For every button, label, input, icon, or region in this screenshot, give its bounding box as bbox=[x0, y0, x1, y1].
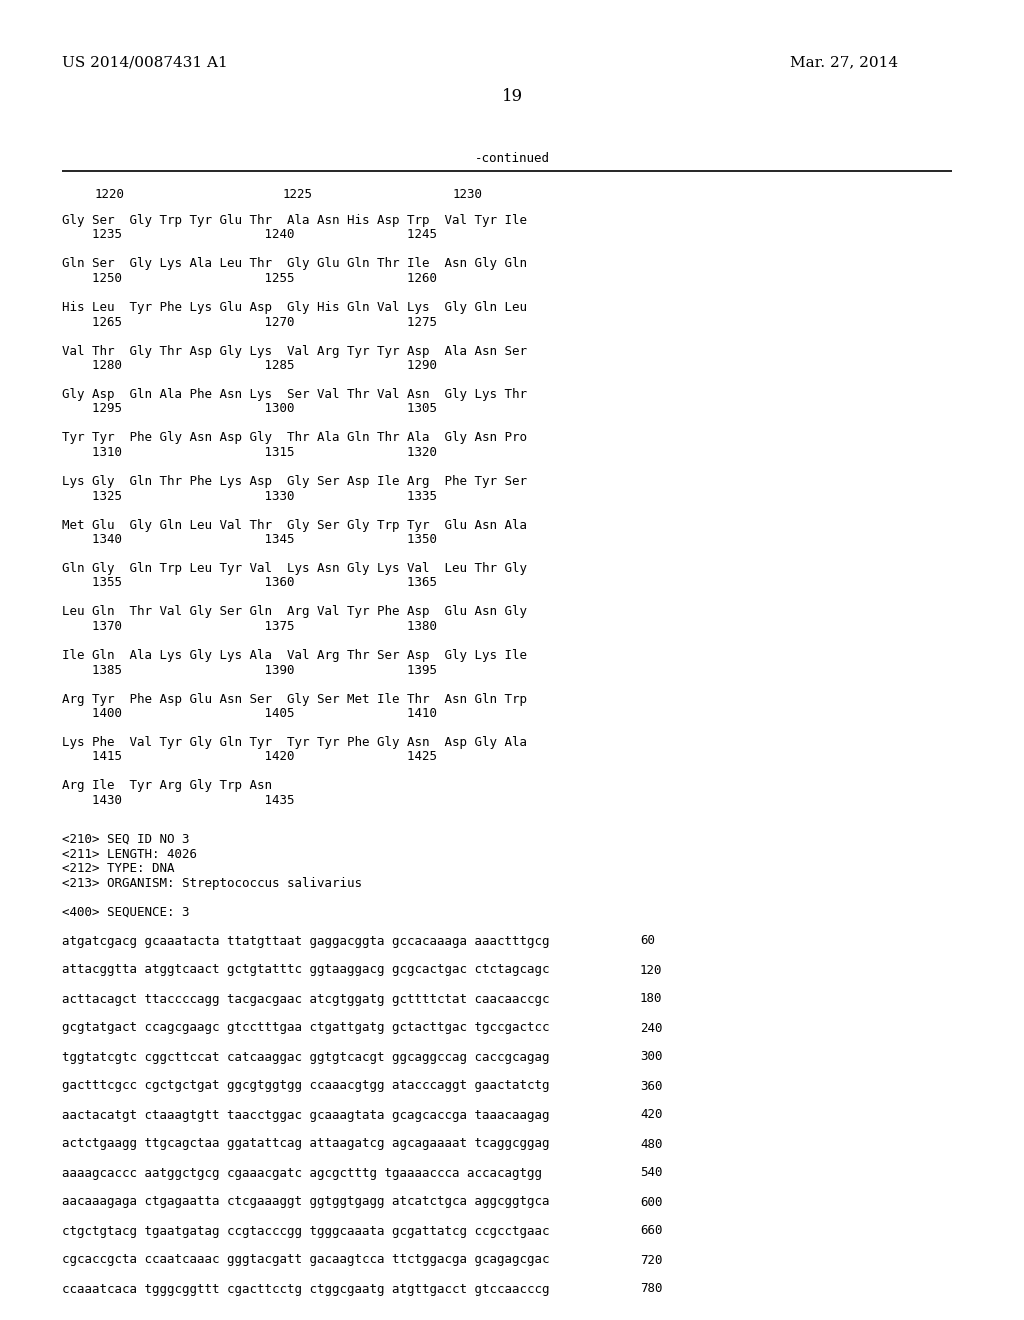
Text: actctgaagg ttgcagctaa ggatattcag attaagatcg agcagaaaat tcaggcggag: actctgaagg ttgcagctaa ggatattcag attaaga… bbox=[62, 1138, 550, 1151]
Text: Met Glu  Gly Gln Leu Val Thr  Gly Ser Gly Trp Tyr  Glu Asn Ala: Met Glu Gly Gln Leu Val Thr Gly Ser Gly … bbox=[62, 519, 527, 532]
Text: 19: 19 bbox=[502, 88, 522, 106]
Text: attacggtta atggtcaact gctgtatttc ggtaaggacg gcgcactgac ctctagcagc: attacggtta atggtcaact gctgtatttc ggtaagg… bbox=[62, 964, 550, 977]
Text: Tyr Tyr  Phe Gly Asn Asp Gly  Thr Ala Gln Thr Ala  Gly Asn Pro: Tyr Tyr Phe Gly Asn Asp Gly Thr Ala Gln … bbox=[62, 432, 527, 445]
Text: gactttcgcc cgctgctgat ggcgtggtgg ccaaacgtgg atacccaggt gaactatctg: gactttcgcc cgctgctgat ggcgtggtgg ccaaacg… bbox=[62, 1080, 550, 1093]
Text: Mar. 27, 2014: Mar. 27, 2014 bbox=[790, 55, 898, 69]
Text: 1280                   1285               1290: 1280 1285 1290 bbox=[62, 359, 437, 372]
Text: Gly Asp  Gln Ala Phe Asn Lys  Ser Val Thr Val Asn  Gly Lys Thr: Gly Asp Gln Ala Phe Asn Lys Ser Val Thr … bbox=[62, 388, 527, 401]
Text: <210> SEQ ID NO 3: <210> SEQ ID NO 3 bbox=[62, 833, 189, 846]
Text: 240: 240 bbox=[640, 1022, 663, 1035]
Text: Ile Gln  Ala Lys Gly Lys Ala  Val Arg Thr Ser Asp  Gly Lys Ile: Ile Gln Ala Lys Gly Lys Ala Val Arg Thr … bbox=[62, 649, 527, 663]
Text: 180: 180 bbox=[640, 993, 663, 1006]
Text: Gly Ser  Gly Trp Tyr Glu Thr  Ala Asn His Asp Trp  Val Tyr Ile: Gly Ser Gly Trp Tyr Glu Thr Ala Asn His … bbox=[62, 214, 527, 227]
Text: Gln Ser  Gly Lys Ala Leu Thr  Gly Glu Gln Thr Ile  Asn Gly Gln: Gln Ser Gly Lys Ala Leu Thr Gly Glu Gln … bbox=[62, 257, 527, 271]
Text: <400> SEQUENCE: 3: <400> SEQUENCE: 3 bbox=[62, 906, 189, 919]
Text: 720: 720 bbox=[640, 1254, 663, 1266]
Text: 1265                   1270               1275: 1265 1270 1275 bbox=[62, 315, 437, 329]
Text: 480: 480 bbox=[640, 1138, 663, 1151]
Text: 1225: 1225 bbox=[283, 187, 313, 201]
Text: 1295                   1300               1305: 1295 1300 1305 bbox=[62, 403, 437, 416]
Text: 1370                   1375               1380: 1370 1375 1380 bbox=[62, 620, 437, 634]
Text: 1310                   1315               1320: 1310 1315 1320 bbox=[62, 446, 437, 459]
Text: 300: 300 bbox=[640, 1051, 663, 1064]
Text: tggtatcgtc cggcttccat catcaaggac ggtgtcacgt ggcaggccag caccgcagag: tggtatcgtc cggcttccat catcaaggac ggtgtca… bbox=[62, 1051, 550, 1064]
Text: US 2014/0087431 A1: US 2014/0087431 A1 bbox=[62, 55, 227, 69]
Text: 1400                   1405               1410: 1400 1405 1410 bbox=[62, 708, 437, 719]
Text: atgatcgacg gcaaatacta ttatgttaat gaggacggta gccacaaaga aaactttgcg: atgatcgacg gcaaatacta ttatgttaat gaggacg… bbox=[62, 935, 550, 948]
Text: 1340                   1345               1350: 1340 1345 1350 bbox=[62, 533, 437, 546]
Text: His Leu  Tyr Phe Lys Glu Asp  Gly His Gln Val Lys  Gly Gln Leu: His Leu Tyr Phe Lys Glu Asp Gly His Gln … bbox=[62, 301, 527, 314]
Text: Val Thr  Gly Thr Asp Gly Lys  Val Arg Tyr Tyr Asp  Ala Asn Ser: Val Thr Gly Thr Asp Gly Lys Val Arg Tyr … bbox=[62, 345, 527, 358]
Text: 600: 600 bbox=[640, 1196, 663, 1209]
Text: <212> TYPE: DNA: <212> TYPE: DNA bbox=[62, 862, 174, 875]
Text: acttacagct ttaccccagg tacgacgaac atcgtggatg gcttttctat caacaaccgc: acttacagct ttaccccagg tacgacgaac atcgtgg… bbox=[62, 993, 550, 1006]
Text: 420: 420 bbox=[640, 1109, 663, 1122]
Text: <213> ORGANISM: Streptococcus salivarius: <213> ORGANISM: Streptococcus salivarius bbox=[62, 876, 362, 890]
Text: aacaaagaga ctgagaatta ctcgaaaggt ggtggtgagg atcatctgca aggcggtgca: aacaaagaga ctgagaatta ctcgaaaggt ggtggtg… bbox=[62, 1196, 550, 1209]
Text: Gln Gly  Gln Trp Leu Tyr Val  Lys Asn Gly Lys Val  Leu Thr Gly: Gln Gly Gln Trp Leu Tyr Val Lys Asn Gly … bbox=[62, 562, 527, 576]
Text: ccaaatcaca tgggcggttt cgacttcctg ctggcgaatg atgttgacct gtccaacccg: ccaaatcaca tgggcggttt cgacttcctg ctggcga… bbox=[62, 1283, 550, 1295]
Text: cgcaccgcta ccaatcaaac gggtacgatt gacaagtcca ttctggacga gcagagcgac: cgcaccgcta ccaatcaaac gggtacgatt gacaagt… bbox=[62, 1254, 550, 1266]
Text: 1430                   1435: 1430 1435 bbox=[62, 795, 295, 807]
Text: 360: 360 bbox=[640, 1080, 663, 1093]
Text: 1230: 1230 bbox=[453, 187, 483, 201]
Text: 660: 660 bbox=[640, 1225, 663, 1238]
Text: 1220: 1220 bbox=[95, 187, 125, 201]
Text: 1250                   1255               1260: 1250 1255 1260 bbox=[62, 272, 437, 285]
Text: -continued: -continued bbox=[474, 152, 550, 165]
Text: <211> LENGTH: 4026: <211> LENGTH: 4026 bbox=[62, 847, 197, 861]
Text: Leu Gln  Thr Val Gly Ser Gln  Arg Val Tyr Phe Asp  Glu Asn Gly: Leu Gln Thr Val Gly Ser Gln Arg Val Tyr … bbox=[62, 606, 527, 619]
Text: 540: 540 bbox=[640, 1167, 663, 1180]
Text: 1385                   1390               1395: 1385 1390 1395 bbox=[62, 664, 437, 676]
Text: 1415                   1420               1425: 1415 1420 1425 bbox=[62, 751, 437, 763]
Text: 120: 120 bbox=[640, 964, 663, 977]
Text: 1325                   1330               1335: 1325 1330 1335 bbox=[62, 490, 437, 503]
Text: aaaagcaccc aatggctgcg cgaaacgatc agcgctttg tgaaaaccca accacagtgg: aaaagcaccc aatggctgcg cgaaacgatc agcgctt… bbox=[62, 1167, 542, 1180]
Text: aactacatgt ctaaagtgtt taacctggac gcaaagtata gcagcaccga taaacaagag: aactacatgt ctaaagtgtt taacctggac gcaaagt… bbox=[62, 1109, 550, 1122]
Text: ctgctgtacg tgaatgatag ccgtacccgg tgggcaaata gcgattatcg ccgcctgaac: ctgctgtacg tgaatgatag ccgtacccgg tgggcaa… bbox=[62, 1225, 550, 1238]
Text: Lys Phe  Val Tyr Gly Gln Tyr  Tyr Tyr Phe Gly Asn  Asp Gly Ala: Lys Phe Val Tyr Gly Gln Tyr Tyr Tyr Phe … bbox=[62, 737, 527, 748]
Text: 1235                   1240               1245: 1235 1240 1245 bbox=[62, 228, 437, 242]
Text: Lys Gly  Gln Thr Phe Lys Asp  Gly Ser Asp Ile Arg  Phe Tyr Ser: Lys Gly Gln Thr Phe Lys Asp Gly Ser Asp … bbox=[62, 475, 527, 488]
Text: 60: 60 bbox=[640, 935, 655, 948]
Text: 1355                   1360               1365: 1355 1360 1365 bbox=[62, 577, 437, 590]
Text: 780: 780 bbox=[640, 1283, 663, 1295]
Text: gcgtatgact ccagcgaagc gtcctttgaa ctgattgatg gctacttgac tgccgactcc: gcgtatgact ccagcgaagc gtcctttgaa ctgattg… bbox=[62, 1022, 550, 1035]
Text: Arg Ile  Tyr Arg Gly Trp Asn: Arg Ile Tyr Arg Gly Trp Asn bbox=[62, 780, 272, 792]
Text: Arg Tyr  Phe Asp Glu Asn Ser  Gly Ser Met Ile Thr  Asn Gln Trp: Arg Tyr Phe Asp Glu Asn Ser Gly Ser Met … bbox=[62, 693, 527, 705]
